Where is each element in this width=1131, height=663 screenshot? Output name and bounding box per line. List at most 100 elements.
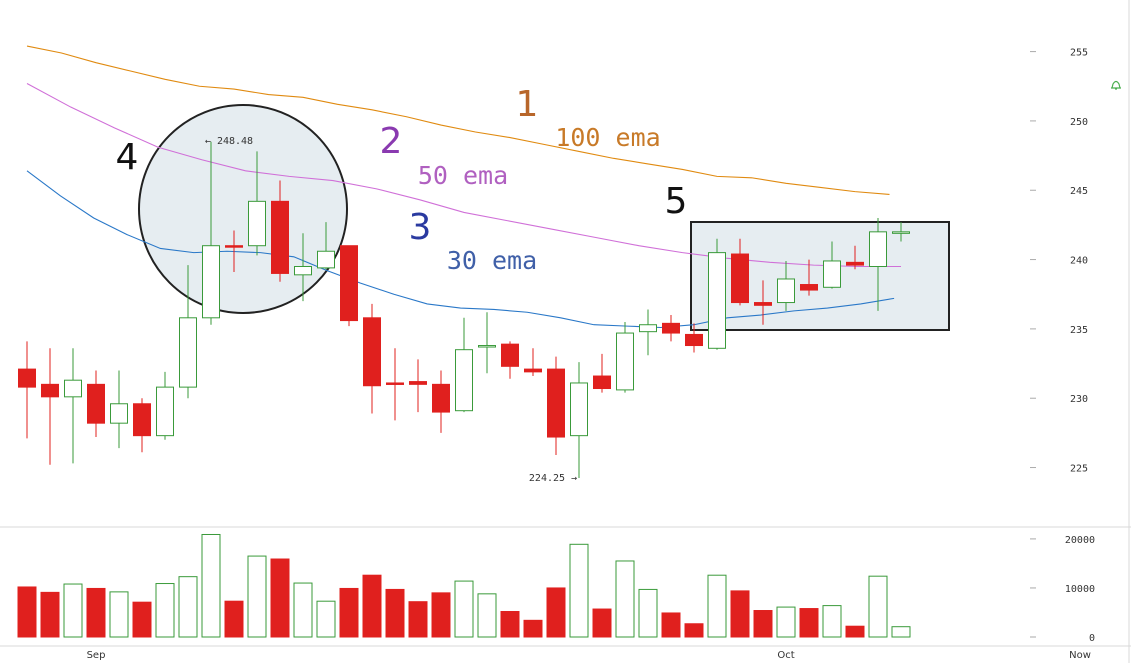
candle-body	[248, 200, 266, 247]
volume-tick-label: 10000	[1065, 584, 1095, 595]
volume-bar	[155, 583, 175, 638]
volume-bar	[178, 576, 198, 638]
candle-body	[616, 332, 634, 391]
candle-body	[409, 381, 427, 385]
volume-bar	[270, 558, 290, 638]
volume-bar	[224, 600, 244, 638]
volume-bar	[661, 612, 681, 638]
candle-body	[524, 368, 542, 373]
candle-body	[892, 231, 910, 234]
candle-body	[662, 322, 680, 334]
candle-body	[501, 343, 519, 367]
volume-tick-label: 0	[1089, 633, 1095, 644]
volume-bar	[339, 587, 359, 638]
candle-body	[754, 302, 772, 306]
ema50-line	[26, 82, 901, 268]
volume-bar	[569, 543, 589, 638]
price-tick-label: 225	[1070, 464, 1088, 475]
annotation-number-4: 4	[116, 137, 139, 178]
candles	[18, 141, 910, 478]
annotation-number-3: 3	[409, 207, 432, 248]
price-tick-label: 250	[1070, 117, 1088, 128]
volume-bar	[385, 588, 405, 638]
candle-body	[386, 382, 404, 385]
time-tick-label: Now	[1069, 650, 1091, 661]
volume-bar	[201, 533, 221, 638]
candle-body	[202, 245, 220, 319]
candle-body	[478, 345, 496, 348]
candle-body	[432, 383, 450, 413]
volume-bar	[868, 575, 888, 638]
candle-body	[363, 317, 381, 387]
ema30-line	[26, 170, 895, 329]
price-low-label: 224.25 →	[529, 473, 577, 484]
price-tick-label: 240	[1070, 256, 1088, 267]
candle-body	[294, 266, 312, 276]
ema50-label: 50 ema	[418, 161, 508, 190]
volume-bar	[546, 587, 566, 638]
price-high-label: ← 248.48	[205, 136, 253, 147]
volume-bar	[477, 593, 497, 638]
time-tick-label: Oct	[777, 650, 794, 661]
volume-bar	[776, 606, 796, 638]
candle-body	[800, 284, 818, 291]
price-tick-label: 235	[1070, 325, 1088, 336]
time-axis: Sep Oct Now	[87, 650, 1091, 661]
ema30-label: 30 ema	[447, 246, 537, 275]
volume-bar	[454, 580, 474, 638]
candle-body	[731, 253, 749, 304]
time-tick-label: Sep	[87, 650, 106, 661]
volume-bar	[408, 601, 428, 638]
annotation-number-5: 5	[665, 181, 688, 222]
candle-body	[225, 245, 243, 248]
volume-bar	[362, 574, 382, 638]
volume-bar	[891, 626, 911, 638]
volume-bars	[17, 533, 911, 638]
volume-bar	[293, 582, 313, 638]
volume-bar	[638, 588, 658, 638]
candle-body	[340, 245, 358, 322]
volume-bar	[799, 608, 819, 638]
volume-bar	[316, 600, 336, 638]
volume-bar	[132, 601, 152, 638]
volume-bar	[592, 608, 612, 638]
volume-bar	[431, 592, 451, 638]
volume-bar	[753, 610, 773, 638]
annotation-number-1: 1	[516, 84, 539, 125]
candle-body	[593, 375, 611, 390]
candle-body	[179, 317, 197, 388]
candle-body	[777, 278, 795, 304]
volume-bar	[615, 560, 635, 638]
volume-bar	[109, 591, 129, 638]
candle-body	[869, 231, 887, 268]
candle-body	[708, 252, 726, 349]
candle-body	[846, 261, 864, 266]
alert-bell-icon[interactable]	[1111, 80, 1121, 90]
annotation-rectangle	[690, 221, 950, 331]
volume-bar	[845, 625, 865, 638]
candle-body	[271, 200, 289, 274]
candle-body	[547, 368, 565, 438]
candle-body	[18, 368, 36, 388]
volume-bar	[822, 605, 842, 638]
price-tick-label: 255	[1070, 48, 1088, 59]
volume-bar	[523, 619, 543, 638]
volume-tick-label: 20000	[1065, 535, 1095, 546]
volume-bar	[500, 610, 520, 638]
volume-bar	[86, 587, 106, 638]
candle-body	[110, 403, 128, 424]
volume-bar	[40, 591, 60, 638]
ema100-label: 100 ema	[555, 123, 660, 152]
candle-body	[639, 324, 657, 333]
candle-body	[317, 250, 335, 269]
volume-bar	[707, 574, 727, 638]
price-axis: 255 250 245 240 235 230 225	[1030, 48, 1088, 475]
volume-bar	[684, 623, 704, 638]
volume-bar	[247, 555, 267, 638]
candle-body	[570, 382, 588, 437]
candle-body	[41, 383, 59, 398]
candle-body	[685, 333, 703, 347]
